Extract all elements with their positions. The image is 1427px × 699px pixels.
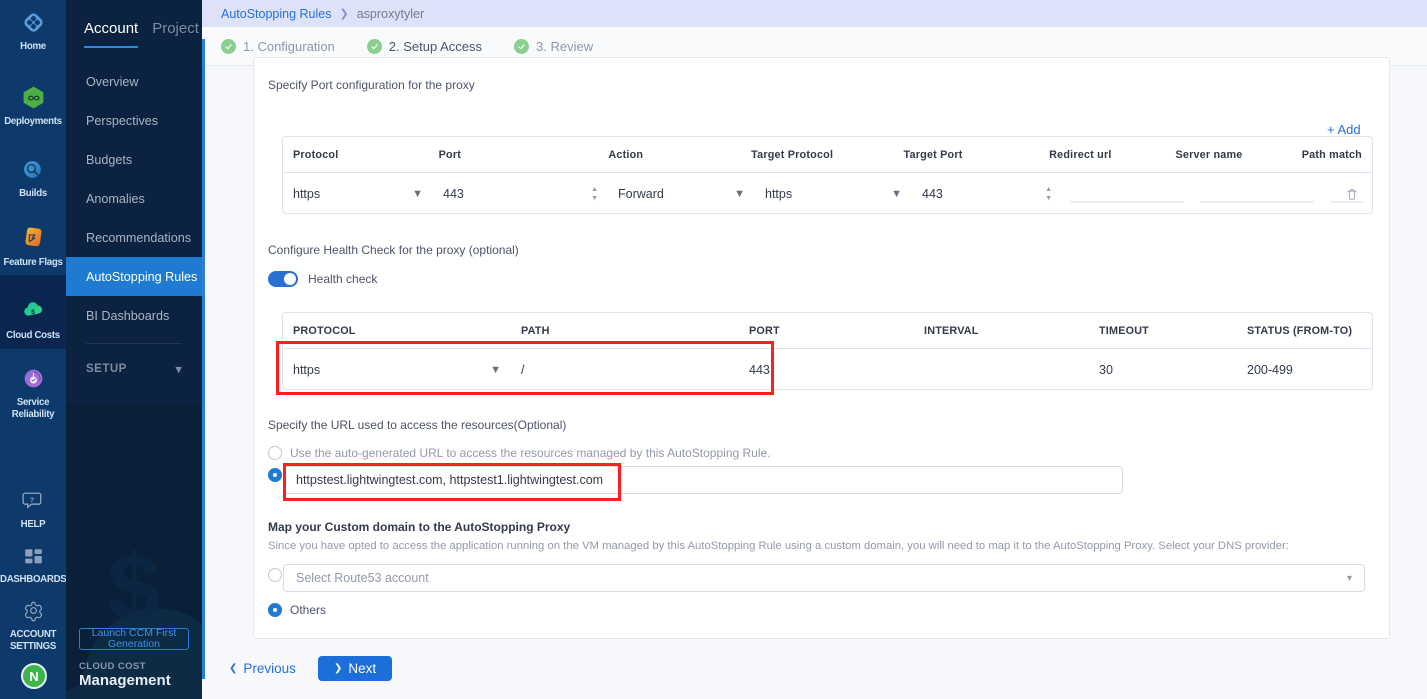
svg-text:$: $ bbox=[31, 309, 35, 316]
svg-text:?: ? bbox=[29, 497, 33, 504]
svg-text:$: $ bbox=[108, 535, 161, 641]
